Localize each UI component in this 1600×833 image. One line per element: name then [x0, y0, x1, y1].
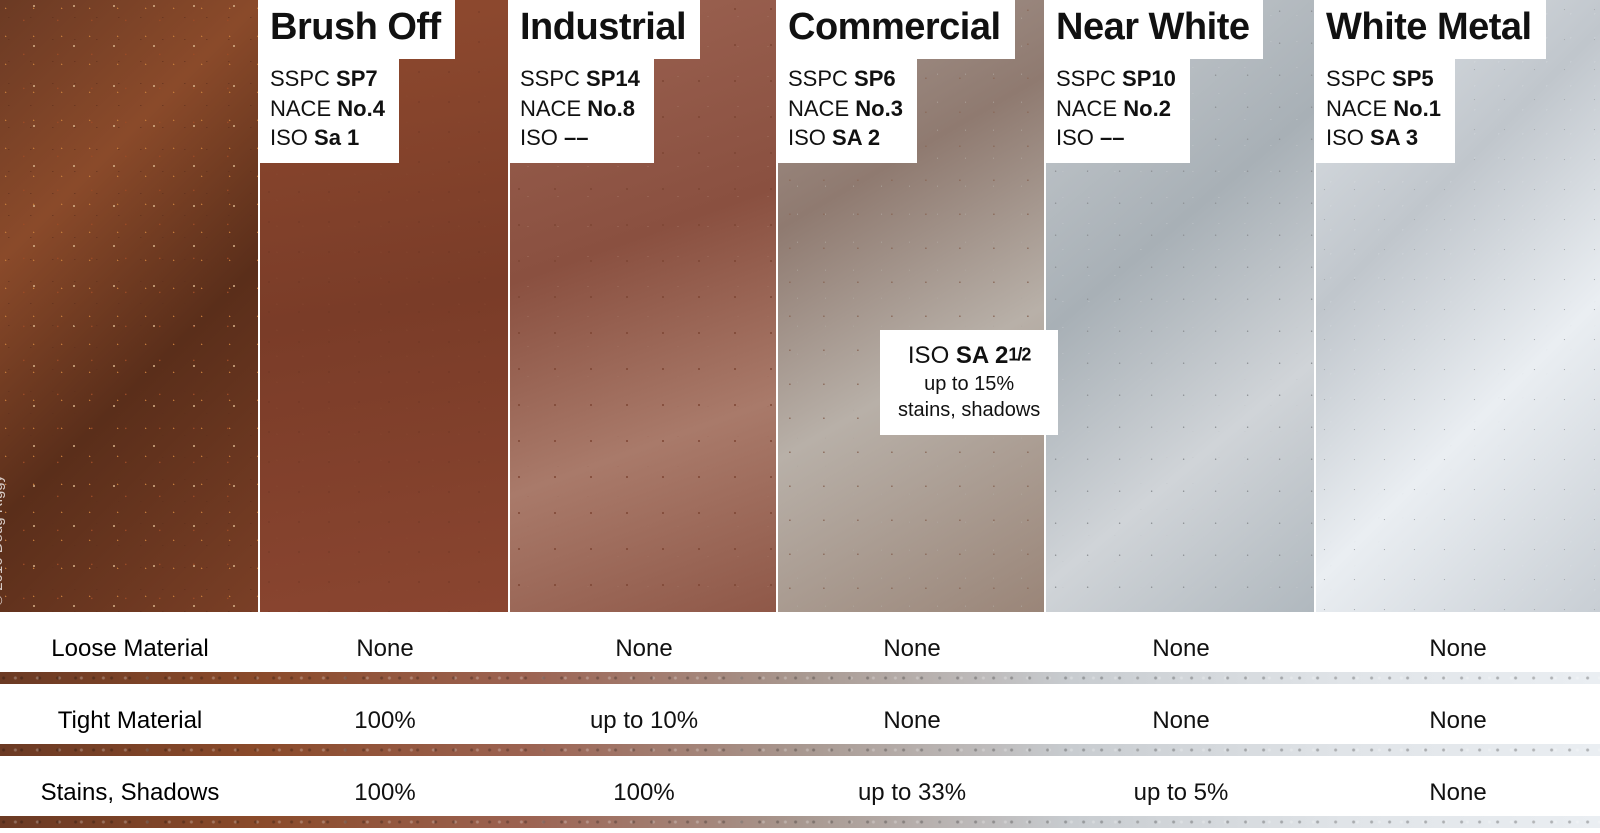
cell: 100% — [260, 765, 510, 807]
row-header-stains-shadows: Stains, Shadows — [0, 765, 260, 807]
title-white-metal: White Metal — [1326, 6, 1532, 49]
cell: None — [778, 621, 1046, 663]
copyright-text: © 2016 Doug Riggy — [0, 475, 6, 606]
table-row: Stains, Shadows 100% 100% up to 33% up t… — [0, 756, 1600, 816]
cell: None — [260, 621, 510, 663]
cell: None — [1316, 693, 1600, 735]
cell: 100% — [510, 765, 778, 807]
cell: None — [1046, 693, 1316, 735]
title-box-white-metal: White Metal — [1316, 0, 1546, 59]
criteria-table: Loose Material None None None None None … — [0, 612, 1600, 828]
title-near-white: Near White — [1056, 6, 1249, 49]
title-box-industrial: Industrial — [510, 0, 700, 59]
iso-sa-2-half-callout: ISO SA 21/2 up to 15% stains, shadows — [880, 330, 1058, 435]
row-header-loose-material: Loose Material — [0, 621, 260, 663]
cell: up to 33% — [778, 765, 1046, 807]
swatch-industrial: Industrial SSPC SP14 NACE No.8 ISO –– — [510, 0, 778, 612]
table-row: Loose Material None None None None None — [0, 612, 1600, 672]
divider-strip — [0, 744, 1600, 756]
surface-prep-comparison-chart: © 2016 Doug Riggy Brush Off SSPC SP7 NAC… — [0, 0, 1600, 833]
swatch-white-metal: White Metal SSPC SP5 NACE No.1 ISO SA 3 — [1316, 0, 1600, 612]
swatch-raw: © 2016 Doug Riggy — [0, 0, 260, 612]
swatch-commercial: Commercial SSPC SP6 NACE No.3 ISO SA 2 — [778, 0, 1046, 612]
cell: None — [510, 621, 778, 663]
divider-strip — [0, 672, 1600, 684]
title-commercial: Commercial — [788, 6, 1001, 49]
cell: None — [1046, 621, 1316, 663]
title-box-brush-off: Brush Off — [260, 0, 455, 59]
cell: None — [1316, 765, 1600, 807]
swatch-row: © 2016 Doug Riggy Brush Off SSPC SP7 NAC… — [0, 0, 1600, 612]
standards-white-metal: SSPC SP5 NACE No.1 ISO SA 3 — [1316, 56, 1455, 163]
cell: up to 10% — [510, 693, 778, 735]
standards-brush-off: SSPC SP7 NACE No.4 ISO Sa 1 — [260, 56, 399, 163]
swatch-near-white: Near White SSPC SP10 NACE No.2 ISO –– — [1046, 0, 1316, 612]
standards-commercial: SSPC SP6 NACE No.3 ISO SA 2 — [778, 56, 917, 163]
cell: None — [1316, 621, 1600, 663]
title-box-commercial: Commercial — [778, 0, 1015, 59]
standards-near-white: SSPC SP10 NACE No.2 ISO –– — [1046, 56, 1190, 163]
swatch-brush-off: Brush Off SSPC SP7 NACE No.4 ISO Sa 1 — [260, 0, 510, 612]
standards-industrial: SSPC SP14 NACE No.8 ISO –– — [510, 56, 654, 163]
title-brush-off: Brush Off — [270, 6, 441, 49]
table-row: Tight Material 100% up to 10% None None … — [0, 684, 1600, 744]
divider-strip — [0, 816, 1600, 828]
row-header-tight-material: Tight Material — [0, 693, 260, 735]
cell: 100% — [260, 693, 510, 735]
cell: up to 5% — [1046, 765, 1316, 807]
title-industrial: Industrial — [520, 6, 686, 49]
title-box-near-white: Near White — [1046, 0, 1263, 59]
cell: None — [778, 693, 1046, 735]
